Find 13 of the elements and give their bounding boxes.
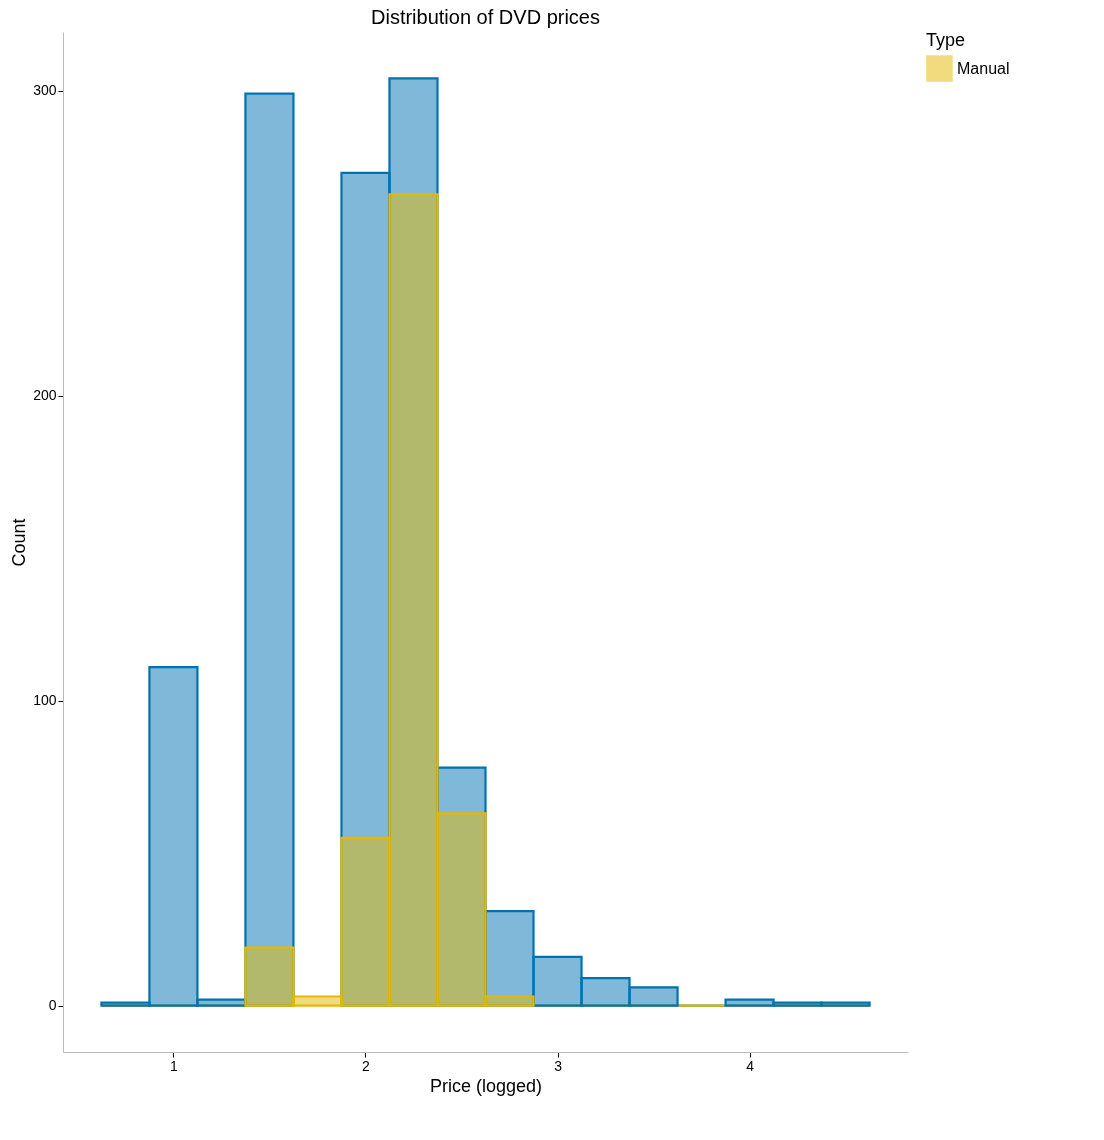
y-axis-title: Count [9,518,30,567]
x-axis-title: Price (logged) [429,1075,543,1096]
chart-title: Distribution of DVD prices [371,6,600,28]
x-tick-label: 1 [170,1057,179,1074]
legend-label: Manual [957,59,1010,77]
x-tick-label: 3 [554,1057,563,1074]
y-tick-label: 300 [33,82,57,99]
y-tick-label: 100 [33,692,57,709]
x-tick-label: 4 [746,1057,755,1074]
y-tick-label: 0 [48,997,57,1014]
legend-title: Type [926,30,966,50]
x-tick-label: 2 [362,1057,371,1074]
y-tick-label: 200 [33,387,57,404]
